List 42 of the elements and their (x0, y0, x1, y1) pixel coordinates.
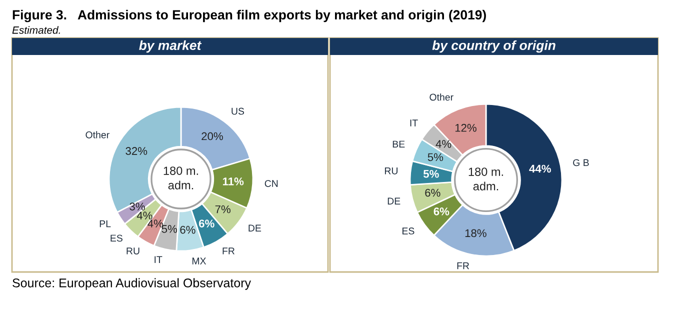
slice-label: G B (573, 159, 589, 166)
slice-label: ES (402, 228, 414, 234)
slice-label: US (232, 108, 244, 115)
slice-label: ES (110, 234, 122, 242)
data-label: 44% (529, 164, 551, 173)
data-label: 4% (436, 140, 452, 148)
data-label: 5% (423, 170, 439, 178)
text: Estimated. (12, 26, 60, 34)
data-label: 3% (130, 202, 145, 210)
data-label: 7% (215, 205, 230, 214)
data-label: 20% (202, 132, 223, 140)
data-label: 5% (162, 225, 178, 233)
source-note: Source: European Audiovisual Observatory (12, 278, 252, 290)
data-label: 6% (180, 226, 196, 234)
chart-title: by market (139, 40, 202, 53)
slice-label: DE (388, 198, 400, 204)
text: 180 m. adm. (468, 168, 503, 190)
chart-title: by country of origin (432, 40, 556, 53)
data-label: 6% (198, 220, 214, 228)
slice-label: RU (384, 168, 398, 174)
data-label: 11% (222, 177, 244, 186)
slice-label: Other (430, 94, 454, 101)
slice-label: IT (154, 256, 162, 263)
data-label: 12% (455, 124, 476, 132)
caption: Figure 3. Admissions to European film exports by market and origin (2019) (12, 10, 486, 22)
data-label: 6% (434, 208, 450, 216)
text: 180 m. adm. (164, 166, 198, 190)
slice-label: CN (264, 180, 278, 187)
data-label: 6% (425, 188, 440, 197)
slice-label: RU (126, 248, 140, 254)
slice-label: IT (410, 120, 418, 126)
data-label: 18% (465, 229, 486, 238)
slice-label: MX (192, 258, 206, 264)
slice-label: FR (222, 248, 234, 254)
slice-label: BE (392, 140, 405, 148)
slice-label: DE (248, 224, 262, 232)
data-label: 4% (136, 212, 152, 220)
data-label: 5% (428, 153, 444, 162)
data-label: 32% (126, 147, 148, 155)
slice-label: PL (100, 220, 111, 228)
slice-label: FR (457, 262, 470, 270)
slice-label: Other (86, 131, 110, 138)
